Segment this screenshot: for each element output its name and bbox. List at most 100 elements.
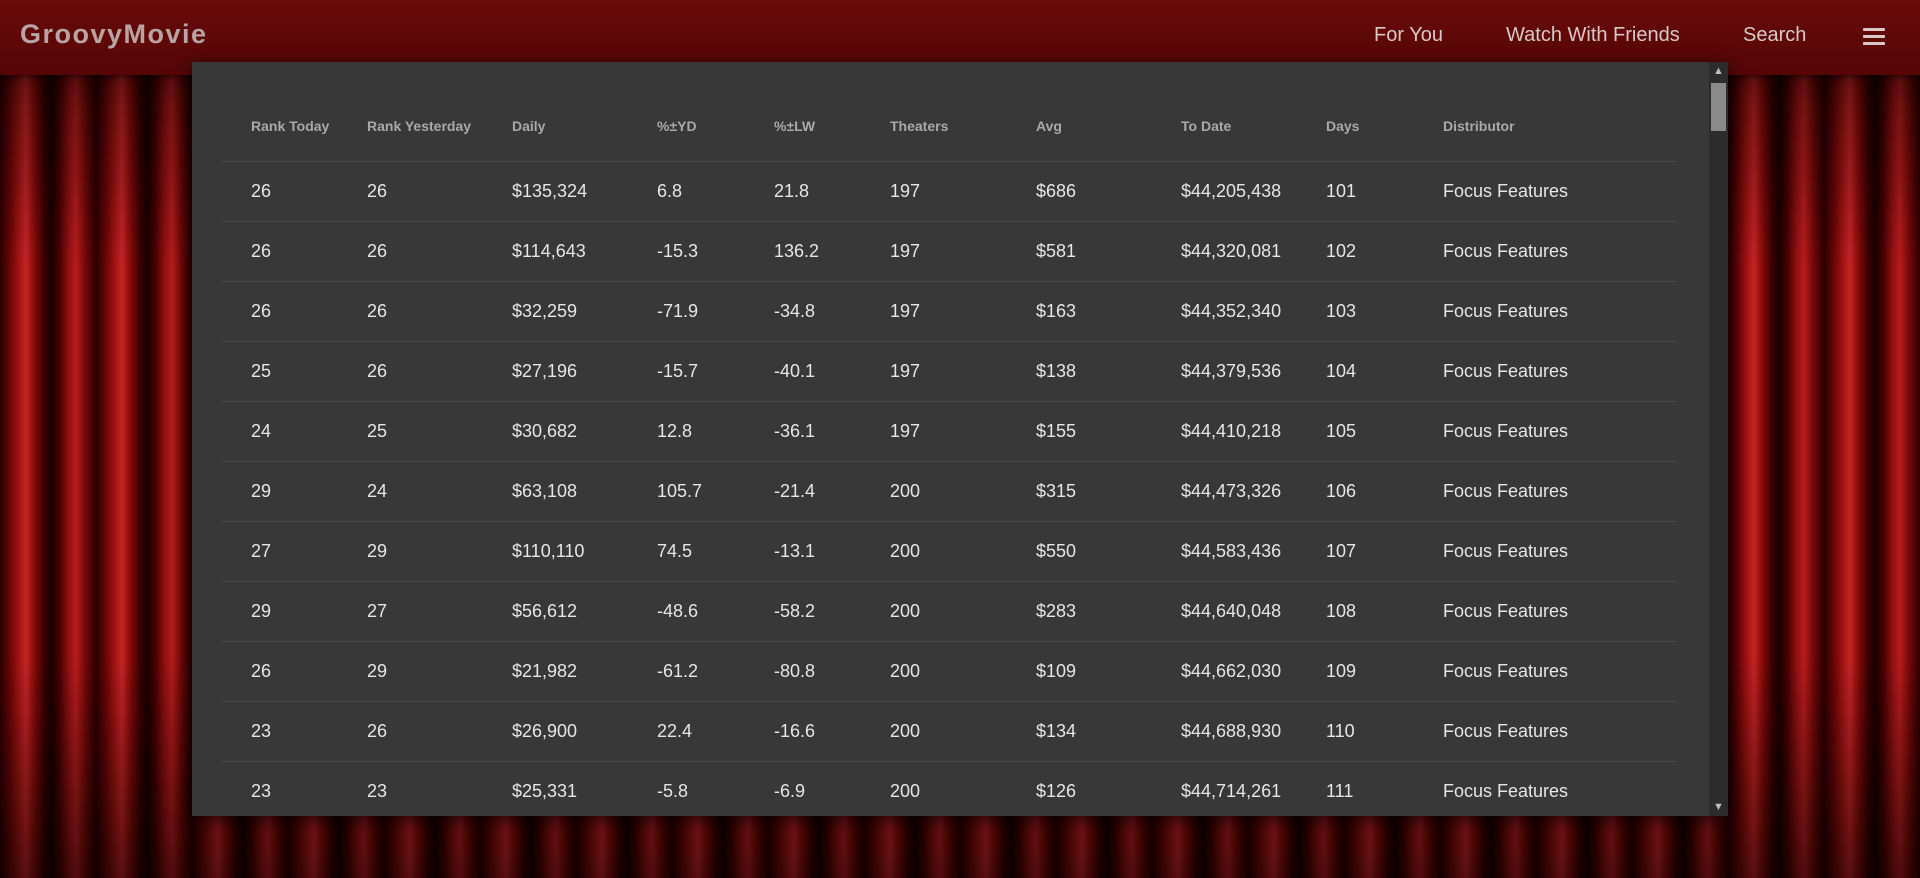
nav-watch-with-friends-link[interactable]: Watch With Friends bbox=[1506, 24, 1680, 46]
table-cell: 197 bbox=[861, 161, 1007, 222]
table-cell: 197 bbox=[861, 281, 1007, 342]
table-cell: -61.2 bbox=[628, 641, 745, 702]
table-cell: 21.8 bbox=[745, 161, 861, 222]
table-cell: $44,320,081 bbox=[1152, 221, 1297, 282]
table-cell: -71.9 bbox=[628, 281, 745, 342]
table-cell: 26 bbox=[222, 281, 338, 342]
table-cell: -48.6 bbox=[628, 581, 745, 642]
table-cell: 29 bbox=[222, 461, 338, 522]
table-cell: Focus Features bbox=[1414, 281, 1676, 342]
table-cell: 29 bbox=[338, 521, 483, 582]
column-header: Rank Yesterday bbox=[338, 62, 483, 162]
table-cell: -40.1 bbox=[745, 341, 861, 402]
table-cell: $134 bbox=[1007, 701, 1152, 762]
box-office-table-container: Rank Today Rank Yesterday Daily %±YD %±LW The… bbox=[222, 62, 1676, 816]
hamburger-menu-icon[interactable] bbox=[1863, 28, 1885, 46]
table-cell: $114,643 bbox=[483, 221, 628, 282]
table-cell: Focus Features bbox=[1414, 401, 1676, 462]
table-cell: 29 bbox=[338, 641, 483, 702]
table-cell: $21,982 bbox=[483, 641, 628, 702]
table-cell: 26 bbox=[338, 341, 483, 402]
table-cell: 26 bbox=[338, 161, 483, 222]
table-cell: $44,662,030 bbox=[1152, 641, 1297, 702]
table-cell: $550 bbox=[1007, 521, 1152, 582]
table-cell: 111 bbox=[1297, 761, 1414, 816]
table-cell: 108 bbox=[1297, 581, 1414, 642]
table-cell: 107 bbox=[1297, 521, 1414, 582]
table-cell: $138 bbox=[1007, 341, 1152, 402]
table-cell: 29 bbox=[222, 581, 338, 642]
table-cell: 26 bbox=[222, 221, 338, 282]
table-cell: $27,196 bbox=[483, 341, 628, 402]
table-cell: $44,473,326 bbox=[1152, 461, 1297, 522]
table-cell: 136.2 bbox=[745, 221, 861, 282]
table-cell: Focus Features bbox=[1414, 221, 1676, 282]
table-cell: -15.7 bbox=[628, 341, 745, 402]
table-cell: $44,640,048 bbox=[1152, 581, 1297, 642]
table-cell: $25,331 bbox=[483, 761, 628, 816]
menu-bar-3 bbox=[1863, 42, 1885, 45]
box-office-table: Rank Today Rank Yesterday Daily %±YD %±LW The… bbox=[222, 62, 1676, 816]
table-row: 26 26 $114,643 -15.3 136.2 197 $581 $44,320,081… bbox=[222, 221, 1676, 282]
table-row: 29 27 $56,612 -48.6 -58.2 200 $283 $44,640,048 1… bbox=[222, 581, 1676, 642]
table-cell: -34.8 bbox=[745, 281, 861, 342]
column-header: Distributor bbox=[1414, 62, 1676, 162]
menu-bar-1 bbox=[1863, 28, 1885, 31]
nav-for-you-link[interactable]: For You bbox=[1374, 24, 1443, 46]
table-cell: -36.1 bbox=[745, 401, 861, 462]
column-header: %±LW bbox=[745, 62, 861, 162]
table-cell: 23 bbox=[222, 761, 338, 816]
table-row: 26 26 $135,324 6.8 21.8 197 $686 $44,205,438 101… bbox=[222, 161, 1676, 222]
table-cell: 105.7 bbox=[628, 461, 745, 522]
table-cell: $44,583,436 bbox=[1152, 521, 1297, 582]
table-header-row: Rank Today Rank Yesterday Daily %±YD %±LW The… bbox=[222, 62, 1676, 162]
table-cell: $44,714,261 bbox=[1152, 761, 1297, 816]
table-cell: 197 bbox=[861, 401, 1007, 462]
table-cell: $30,682 bbox=[483, 401, 628, 462]
table-cell: 110 bbox=[1297, 701, 1414, 762]
table-cell: $581 bbox=[1007, 221, 1152, 282]
table-cell: 12.8 bbox=[628, 401, 745, 462]
table-cell: -13.1 bbox=[745, 521, 861, 582]
table-cell: Focus Features bbox=[1414, 341, 1676, 402]
table-cell: 25 bbox=[338, 401, 483, 462]
table-cell: 23 bbox=[338, 761, 483, 816]
table-cell: Focus Features bbox=[1414, 461, 1676, 522]
scrollbar-thumb[interactable] bbox=[1711, 83, 1726, 131]
scroll-down-arrow-icon[interactable]: ▼ bbox=[1713, 801, 1724, 813]
table-cell: 26 bbox=[338, 701, 483, 762]
table-cell: 26 bbox=[338, 281, 483, 342]
table-cell: 27 bbox=[222, 521, 338, 582]
table-cell: $44,379,536 bbox=[1152, 341, 1297, 402]
box-office-modal: Rank Today Rank Yesterday Daily %±YD %±LW The… bbox=[192, 62, 1728, 816]
table-row: 26 29 $21,982 -61.2 -80.8 200 $109 $44,662,030 1… bbox=[222, 641, 1676, 702]
table-cell: $126 bbox=[1007, 761, 1152, 816]
table-cell: -16.6 bbox=[745, 701, 861, 762]
table-cell: -21.4 bbox=[745, 461, 861, 522]
column-header: To Date bbox=[1152, 62, 1297, 162]
nav-search-link[interactable]: Search bbox=[1743, 24, 1807, 46]
table-cell: 6.8 bbox=[628, 161, 745, 222]
table-cell: 200 bbox=[861, 641, 1007, 702]
table-cell: $283 bbox=[1007, 581, 1152, 642]
table-cell: 197 bbox=[861, 221, 1007, 282]
table-cell: $110,110 bbox=[483, 521, 628, 582]
brand-logo-text[interactable]: GroovyMovie bbox=[20, 19, 208, 49]
table-cell: $26,900 bbox=[483, 701, 628, 762]
table-cell: 106 bbox=[1297, 461, 1414, 522]
table-cell: 105 bbox=[1297, 401, 1414, 462]
table-cell: 109 bbox=[1297, 641, 1414, 702]
table-cell: $686 bbox=[1007, 161, 1152, 222]
table-cell: 200 bbox=[861, 581, 1007, 642]
table-cell: 200 bbox=[861, 461, 1007, 522]
table-row: 27 29 $110,110 74.5 -13.1 200 $550 $44,583,436 1… bbox=[222, 521, 1676, 582]
vertical-scrollbar[interactable]: ▲ ▼ bbox=[1709, 62, 1728, 816]
table-cell: -5.8 bbox=[628, 761, 745, 816]
table-cell: $315 bbox=[1007, 461, 1152, 522]
table-cell: $44,410,218 bbox=[1152, 401, 1297, 462]
column-header: Rank Today bbox=[222, 62, 338, 162]
table-cell: 25 bbox=[222, 341, 338, 402]
table-body: 26 26 $135,324 6.8 21.8 197 $686 $44,205,438 101… bbox=[222, 161, 1676, 816]
table-cell: 74.5 bbox=[628, 521, 745, 582]
scroll-up-arrow-icon[interactable]: ▲ bbox=[1713, 65, 1724, 77]
